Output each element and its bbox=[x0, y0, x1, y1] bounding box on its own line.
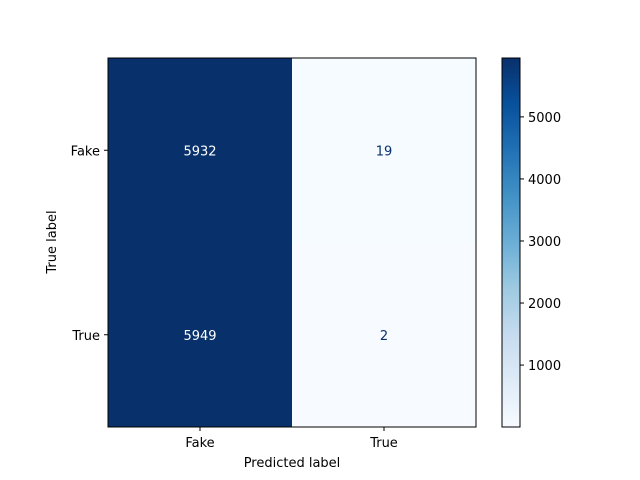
colorbar-tick-label: 3000 bbox=[528, 235, 561, 250]
heatmap-cell-true-true bbox=[292, 242, 476, 427]
cell-value-label: 19 bbox=[376, 144, 393, 159]
heatmap-cell-fake-fake bbox=[108, 58, 292, 243]
colorbar-tick-label: 4000 bbox=[528, 173, 561, 188]
colorbar-tick-label: 2000 bbox=[528, 297, 561, 312]
heatmap-cell-fake-true bbox=[292, 58, 476, 243]
y-tick-label: Fake bbox=[71, 144, 100, 159]
x-tick-label: Fake bbox=[185, 436, 214, 451]
cell-value-label: 5949 bbox=[183, 329, 216, 344]
colorbar-tick-label: 1000 bbox=[528, 359, 561, 374]
colorbar-ticks: 1000 2000 3000 4000 5000 bbox=[520, 111, 561, 374]
heatmap-cell-true-fake bbox=[108, 242, 292, 427]
cell-value-label: 5932 bbox=[183, 144, 216, 159]
y-axis-ticks: Fake True bbox=[71, 144, 108, 344]
x-tick-label: True bbox=[369, 436, 398, 451]
y-tick-label: True bbox=[71, 329, 100, 344]
cell-value-label: 2 bbox=[380, 329, 388, 344]
colorbar bbox=[501, 57, 521, 428]
x-axis-label: Predicted label bbox=[244, 456, 341, 471]
y-axis-label: True label bbox=[45, 210, 60, 274]
heatmap-cells bbox=[108, 58, 476, 427]
plot-frame bbox=[107, 57, 477, 428]
colorbar-tick-label: 5000 bbox=[528, 111, 561, 126]
cell-value-labels: 5932 19 5949 2 bbox=[183, 144, 392, 344]
x-axis-ticks: Fake True bbox=[185, 427, 398, 451]
